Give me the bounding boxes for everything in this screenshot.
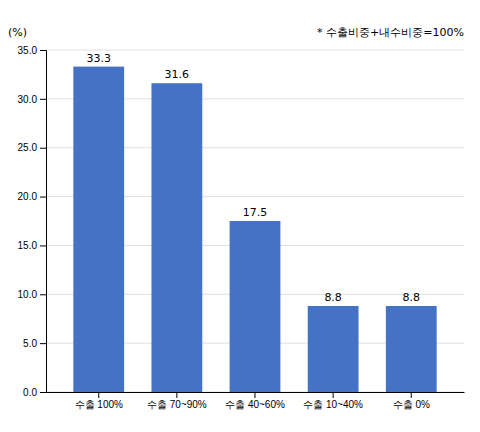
x-tick-mark [333, 392, 334, 398]
plot: 0.05.010.015.020.025.030.035.0수출 100%수출 … [18, 45, 465, 410]
y-tick: 15.0 [18, 240, 46, 251]
y-tick-label: 5.0 [23, 338, 37, 349]
y-tick-label: 0.0 [23, 387, 37, 398]
y-tick-label: 35.0 [18, 45, 38, 56]
y-axis: 0.0 5.0 10.0 15.0 20.0 25.0 30.0 35.0 [18, 45, 47, 398]
y-tick-label: 15.0 [18, 240, 38, 251]
bars [73, 67, 436, 392]
y-tick: 25.0 [18, 142, 46, 153]
y-tick-mark [40, 392, 46, 393]
grid [46, 50, 464, 392]
y-tick-label: 30.0 [18, 94, 38, 105]
y-tick-mark [40, 343, 46, 344]
y-tick-mark [40, 99, 46, 100]
y-tick-mark [40, 148, 46, 149]
bar [386, 306, 437, 392]
y-tick: 5.0 [23, 338, 46, 349]
x-tick-mark [411, 392, 412, 398]
x-tick: 수출 0% [393, 392, 430, 410]
data-label: 8.8 [403, 291, 421, 304]
annotation: * 수출비중+내수비중=100% [317, 26, 464, 39]
y-axis-title: (%) [8, 26, 27, 39]
bar [73, 67, 124, 392]
y-tick-mark [40, 245, 46, 246]
bar [308, 306, 359, 392]
y-tick-mark [40, 294, 46, 295]
chart: 0.05.010.015.020.025.030.035.0수출 100%수출 … [0, 0, 480, 432]
data-label: 17.5 [243, 206, 268, 219]
x-tick: 수출 10~40% [303, 392, 363, 410]
data-labels: 33.3 31.6 17.5 8.8 8.8 [86, 52, 420, 304]
y-tick-mark [40, 197, 46, 198]
y-tick: 30.0 [18, 94, 46, 105]
y-tick: 10.0 [18, 289, 46, 300]
x-tick-label: 수출 0% [393, 399, 430, 410]
y-tick: 0.0 [23, 387, 46, 398]
bar [230, 221, 281, 392]
x-tick: 수출 100% [75, 392, 123, 410]
x-tick-label: 수출 100% [75, 399, 123, 410]
grid-line [46, 50, 464, 51]
data-label: 8.8 [324, 291, 342, 304]
x-axis: 수출 100% 수출 70~90% 수출 40~60% 수출 10~40% 수출 0% [47, 392, 465, 410]
y-tick-label: 25.0 [18, 142, 38, 153]
x-tick: 수출 40~60% [225, 392, 285, 410]
y-tick-mark [40, 50, 46, 51]
y-tick: 35.0 [18, 45, 46, 56]
x-tick-label: 수출 70~90% [147, 399, 207, 410]
y-tick: 20.0 [18, 191, 46, 202]
x-tick-label: 수출 40~60% [225, 399, 285, 410]
x-tick: 수출 70~90% [147, 392, 207, 410]
y-tick-label: 20.0 [18, 191, 38, 202]
y-axis-line [40, 51, 47, 393]
data-label: 33.3 [86, 52, 111, 65]
x-tick-mark [255, 392, 256, 398]
x-tick-label: 수출 10~40% [303, 399, 363, 410]
bar [151, 83, 202, 392]
x-tick-mark [98, 392, 99, 398]
data-label: 31.6 [165, 68, 190, 81]
y-tick-label: 10.0 [18, 289, 38, 300]
x-tick-mark [176, 392, 177, 398]
